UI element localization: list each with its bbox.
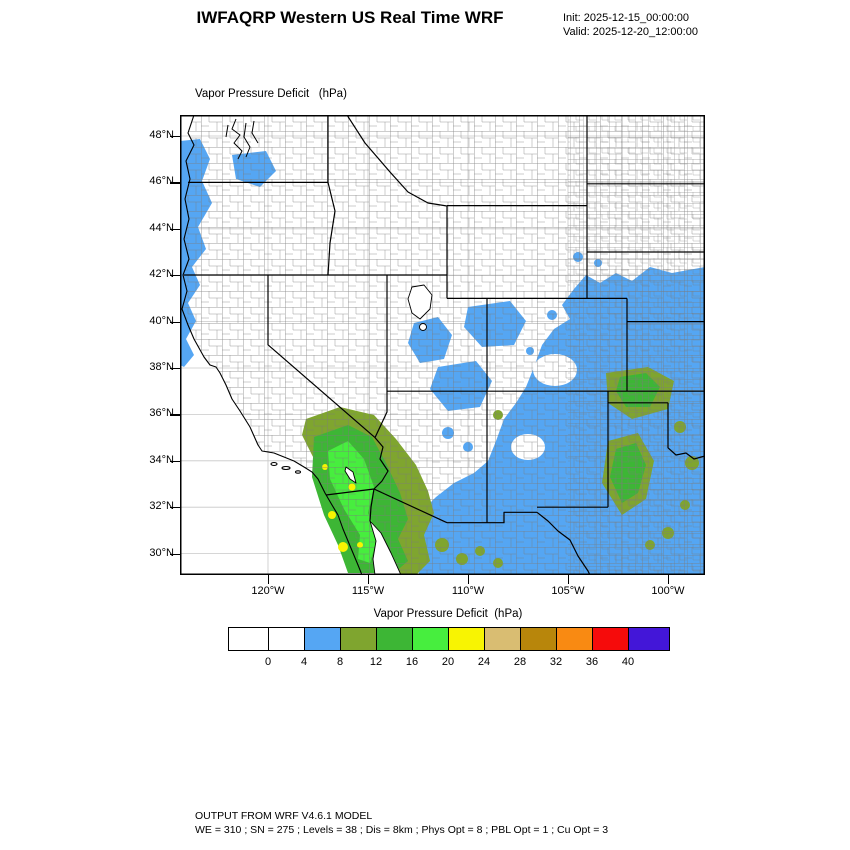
colorbar-tick-label: 8: [336, 656, 344, 668]
lat-tick-mark: [170, 460, 180, 463]
colorbar-title: Vapor Pressure Deficit (hPa): [373, 608, 523, 620]
field-title: Vapor Pressure Deficit (hPa): [195, 88, 347, 100]
lat-tick-label: 32°N: [149, 500, 174, 513]
plot-frame: [180, 115, 705, 575]
map-canvas: [180, 114, 706, 576]
colorbar-tick-label: 24: [477, 656, 491, 668]
colorbar-tick-label: 40: [621, 656, 635, 668]
colorbar-tick-label: 0: [264, 656, 272, 668]
colorbar-cell-9: [557, 628, 593, 650]
colorbar-cell-10: [593, 628, 629, 650]
valid-time: Valid: 2025-12-20_12:00:00: [563, 26, 698, 38]
lat-tick-label: 40°N: [149, 314, 174, 327]
lat-tick-label: 44°N: [149, 221, 174, 234]
lat-tick-mark: [170, 507, 180, 509]
colorbar-cell-0: [229, 628, 269, 650]
lon-tick-label: 120°W: [251, 585, 285, 597]
colorbar-cell-2: [305, 628, 341, 650]
lon-tick-mark: [368, 575, 370, 584]
lat-tick-mark: [170, 228, 180, 231]
lat-tick-label: 34°N: [149, 453, 174, 466]
lat-tick-label: 36°N: [149, 407, 174, 420]
puget-sound: [225, 118, 259, 160]
lon-tick-mark: [468, 575, 470, 584]
lon-tick-label: 110°W: [451, 585, 485, 597]
lat-tick-mark: [170, 368, 180, 370]
coastline: [181, 114, 363, 576]
lat-tick-mark: [170, 414, 180, 416]
lon-tick-label: 105°W: [551, 585, 585, 597]
colorbar-tick-label: 36: [585, 656, 599, 668]
state-borders: [184, 114, 706, 576]
colorbar-cell-4: [377, 628, 413, 650]
channel-island: [281, 465, 291, 471]
lat-tick-mark: [170, 182, 180, 184]
colorbar-cell-3: [341, 628, 377, 650]
colorbar: [228, 627, 670, 651]
colorbar-tick-label: 16: [405, 656, 419, 668]
lon-tick-mark: [668, 575, 670, 584]
colorbar-tick-label: 28: [513, 656, 527, 668]
colorbar-cell-8: [521, 628, 557, 650]
colorbar-cell-11: [629, 628, 669, 650]
lon-tick-label: 115°W: [351, 585, 385, 597]
lat-tick-mark: [170, 553, 180, 555]
great-salt-lake: [407, 284, 433, 320]
init-valid-block: Init: 2025-12-15_00:00:00 Valid: 2025-12…: [563, 11, 698, 39]
salton-sea: [344, 466, 357, 484]
colorbar-cell-5: [413, 628, 449, 650]
lon-tick-label: 100°W: [651, 585, 685, 597]
channel-island: [294, 470, 302, 474]
lat-tick-label: 46°N: [149, 175, 174, 188]
colorbar-tick-label: 20: [441, 656, 455, 668]
water-bodies: [344, 284, 433, 576]
colorbar-cell-6: [449, 628, 485, 650]
county-boundaries-texture-dense: [568, 115, 705, 575]
lon-tick-mark: [568, 575, 570, 584]
lat-tick-label: 42°N: [149, 268, 174, 281]
lat-tick-label: 38°N: [149, 361, 174, 373]
init-time: Init: 2025-12-15_00:00:00: [563, 12, 689, 24]
lat-tick-label: 48°N: [149, 129, 174, 141]
footer-model-line: OUTPUT FROM WRF V4.6.1 MODEL: [195, 810, 373, 822]
lat-tick-label: 30°N: [149, 546, 174, 559]
colorbar-tick-label: 4: [300, 656, 308, 668]
lat-tick-mark: [170, 136, 180, 138]
lat-tick-mark: [170, 321, 180, 323]
channel-island: [270, 461, 278, 467]
map-svg: [180, 114, 706, 576]
lon-tick-mark: [268, 575, 270, 584]
footer-config-line: WE = 310 ; SN = 275 ; Levels = 38 ; Dis …: [195, 824, 609, 836]
page-title: IWFAQRP Western US Real Time WRF: [196, 8, 504, 27]
colorbar-tick-label: 32: [549, 656, 563, 668]
colorbar-cell-1: [269, 628, 305, 650]
lat-tick-mark: [170, 275, 180, 277]
utah-lake: [419, 323, 427, 331]
colorbar-cell-7: [485, 628, 521, 650]
colorbar-tick-label: 12: [369, 656, 383, 668]
